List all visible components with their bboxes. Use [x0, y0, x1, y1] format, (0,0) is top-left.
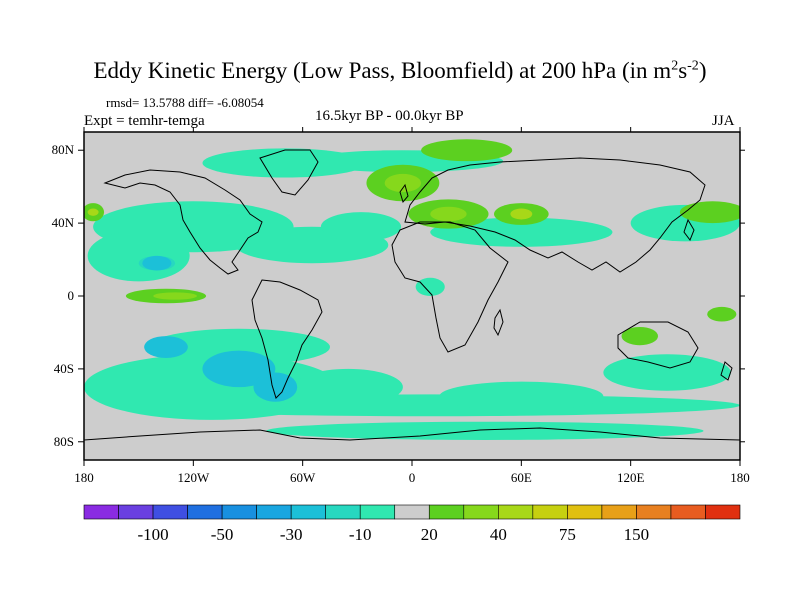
y-tick-label: 0 [68, 288, 75, 303]
colorbar-label: 150 [624, 525, 650, 544]
antarctica-coast [84, 427, 740, 441]
new-zealand-coast [720, 361, 733, 381]
eurasia-coast [404, 157, 706, 273]
colorbar-label: 40 [490, 525, 507, 544]
region-east-pacific-blue [142, 255, 172, 271]
x-tick-label: 0 [409, 470, 416, 485]
colorbar-box [567, 504, 603, 520]
y-tick-label: 80S [54, 434, 74, 449]
y-tick-label: 80N [52, 142, 75, 157]
x-tick-label: 60E [511, 470, 532, 485]
colorbar-box [359, 504, 396, 520]
colorbar-box [83, 504, 119, 520]
region-east-pacific-cyan [87, 230, 190, 282]
colorbar-box [256, 504, 292, 520]
colorbar-box [670, 504, 706, 520]
x-tick-label: 180 [74, 470, 94, 485]
africa-coast [391, 221, 509, 353]
colorbar-box [394, 504, 430, 520]
australia-coast [617, 321, 699, 369]
colorbar-box [187, 504, 223, 520]
region-pacific-yellow-green [153, 292, 197, 300]
south-america-coast [251, 279, 323, 399]
colorbar-label: -10 [349, 525, 372, 544]
colorbar-label: -100 [137, 525, 168, 544]
colorbar-box [428, 504, 465, 520]
colorbar-box [601, 504, 637, 520]
stats-text: rmsd= 13.5788 diff= -6.08054 [106, 95, 264, 110]
region-indian-ocean-cyan [439, 381, 604, 411]
region-south-pacific-cyan [147, 328, 330, 366]
uk-coast [399, 183, 409, 204]
region-southern-ocean-cyan-band [120, 394, 740, 417]
y-tick-label: 40S [54, 361, 74, 376]
x-tick-label: 120E [617, 470, 645, 485]
x-axis: 180 120W 60W 0 60E 120E 180 [74, 127, 750, 485]
region-scandinavia-green [421, 139, 513, 162]
colorbar-box [705, 504, 741, 520]
region-antarctic-cyan [266, 421, 704, 440]
colorbar-box [463, 504, 499, 520]
colorbar-label: 75 [559, 525, 576, 544]
region-asia-cyan [430, 217, 613, 247]
period-label: 16.5kyr BP - 00.0kyr BP [315, 108, 464, 124]
region-nw-pacific-yellow [87, 208, 99, 216]
coastlines [84, 149, 740, 441]
x-tick-label: 120W [177, 470, 210, 485]
colorbar-label: 20 [421, 525, 438, 544]
colorbar-box [152, 504, 188, 520]
y-tick-label: 40N [52, 215, 75, 230]
x-tick-label: 180 [730, 470, 750, 485]
season-label: JJA [712, 113, 735, 129]
region-europe-yellow-green [430, 206, 467, 222]
colorbar-box [118, 504, 154, 520]
x-tick-label: 60W [290, 470, 316, 485]
madagascar-coast [493, 308, 504, 337]
region-west-africa-cyan [415, 277, 445, 296]
region-north-atlantic-cyan-2 [320, 212, 402, 242]
region-west-pacific-green [679, 201, 740, 224]
experiment-label: Expt = temhr-temga [84, 113, 205, 129]
region-patagonia-blue [253, 372, 298, 402]
chart-title: Eddy Kinetic Energy (Low Pass, Bloomfiel… [93, 58, 707, 83]
field-regions [84, 139, 740, 440]
japan-coast [683, 218, 695, 242]
colorbar-box [290, 504, 326, 520]
colorbar-label: -50 [211, 525, 234, 544]
region-scandinavia-yellow-green [384, 173, 422, 193]
region-south-pacific-blue-2 [144, 336, 188, 358]
colorbar-box [532, 504, 568, 520]
region-asia-yellow-green [510, 208, 533, 220]
region-south-pacific-blue [202, 350, 276, 388]
colorbar-box [636, 504, 672, 520]
colorbar-box [325, 504, 361, 520]
colorbar-label: -30 [280, 525, 303, 544]
greenland-coast [259, 149, 319, 196]
colorbar-box [221, 504, 257, 520]
y-axis: 80N 40N 0 40S 80S [52, 142, 745, 449]
colorbar-box [498, 504, 534, 520]
colorbar: -100 -50 -30 -10 20 40 75 150 [83, 504, 741, 544]
north-america-coast [103, 169, 263, 275]
region-tasman-green [621, 326, 658, 346]
region-sw-pacific-green [707, 306, 737, 322]
region-australia-cyan [603, 354, 731, 391]
